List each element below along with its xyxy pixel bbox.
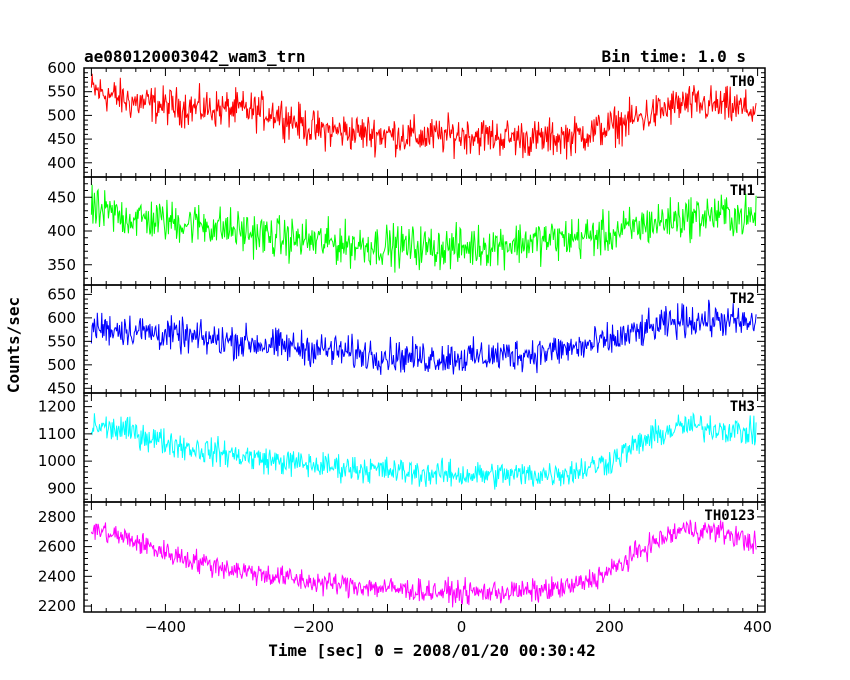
y-tick-label: 1100 [38, 425, 76, 443]
y-tick-label: 550 [47, 83, 76, 101]
y-tick-label: 350 [47, 256, 76, 274]
y-tick-label: 2600 [38, 538, 76, 556]
x-tick-label: 200 [595, 618, 624, 636]
y-tick-label: 2400 [38, 567, 76, 585]
series-line-th1 [90, 184, 757, 273]
panel-label: TH0123 [704, 508, 755, 524]
x-tick-label: 0 [457, 618, 467, 636]
x-tick-label: −400 [145, 618, 186, 636]
y-tick-label: 400 [47, 222, 76, 240]
y-tick-label: 500 [47, 356, 76, 374]
y-tick-label: 900 [47, 479, 76, 497]
y-tick-label: 1000 [38, 452, 76, 470]
panel-label: TH2 [730, 291, 755, 307]
y-tick-label: 550 [47, 332, 76, 350]
panel-frame [83, 67, 766, 178]
panel-th3: 900 1000 1100 1200 TH3 [38, 392, 766, 503]
panel-th1: 350 400 450 TH1 [47, 176, 766, 286]
series-line-th3 [90, 411, 757, 490]
x-tick-label: −200 [293, 618, 334, 636]
panel-frame [83, 501, 766, 613]
y-tick-label: 450 [47, 188, 76, 206]
series-line-th0 [90, 73, 757, 160]
panels-group: 400 450 500 550 600 TH0 350 400 450 TH1 450 500 550 6… [38, 59, 772, 636]
x-tick-label: 400 [743, 618, 772, 636]
panel-th0: 400 450 500 550 600 TH0 [47, 59, 766, 178]
y-axis-label: Counts/sec [4, 297, 23, 393]
y-tick-label: 500 [47, 106, 76, 124]
bin-time-label: Bin time: 1.0 s [602, 47, 747, 66]
series-line-th2 [90, 299, 757, 375]
panel-frame [83, 176, 766, 286]
y-tick-label: 2200 [38, 597, 76, 615]
x-axis-label: Time [sec] 0 = 2008/01/20 00:30:42 [268, 641, 596, 660]
y-tick-label: 1200 [38, 398, 76, 416]
y-tick-label: 600 [47, 59, 76, 77]
y-tick-label: 400 [47, 154, 76, 172]
y-tick-label: 450 [47, 130, 76, 148]
panel-label: TH1 [730, 183, 755, 199]
panel-label: TH0 [730, 74, 755, 90]
panel-label: TH3 [730, 399, 755, 415]
y-tick-label: 2800 [38, 508, 76, 526]
y-tick-label: 650 [47, 285, 76, 303]
chart-title: ae080120003042_wam3_trn [84, 47, 306, 66]
series-line-th0123 [90, 519, 757, 608]
panel-th2: 450 500 550 600 650 TH2 [47, 284, 766, 397]
y-tick-label: 450 [47, 379, 76, 397]
panel-th0123: 2200 2400 2600 2800 TH0123 −400 −200 0 200 400 [38, 501, 772, 636]
y-tick-label: 600 [47, 309, 76, 327]
